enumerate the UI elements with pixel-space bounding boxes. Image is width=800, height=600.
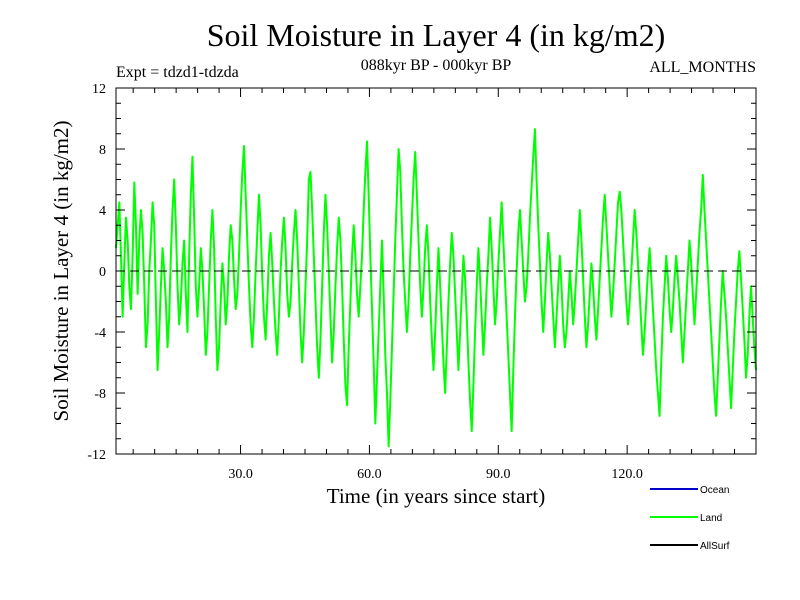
chart-title: Soil Moisture in Layer 4 (in kg/m2) — [207, 17, 666, 53]
y-tick-label: 4 — [99, 204, 106, 219]
series-land-line — [115, 128, 757, 448]
x-axis-label: Time (in years since start) — [327, 484, 546, 508]
legend-label-ocean: Ocean — [700, 485, 729, 496]
y-tick-label: -12 — [87, 448, 106, 463]
legend-label-allsurf: AllSurf — [700, 541, 730, 552]
chart-subtitle-center: 088kyr BP - 000kyr BP — [361, 57, 512, 74]
chart-subtitle-left: Expt = tdzd1-tdzda — [116, 64, 239, 81]
y-tick-label: 8 — [99, 143, 106, 158]
x-tick-label: 120.0 — [611, 467, 643, 482]
plot-area: -12 -8 -4 0 4 8 12 30.0 60.0 90.0 120.0 — [87, 82, 757, 482]
x-tick-label: 30.0 — [228, 467, 253, 482]
legend-label-land: Land — [700, 513, 722, 524]
y-tick-label: 12 — [92, 82, 106, 97]
y-tick-label: -8 — [94, 387, 106, 402]
x-tick-label: 90.0 — [486, 467, 511, 482]
legend: Ocean Land AllSurf — [650, 485, 730, 552]
y-axis-label: Soil Moisture in Layer 4 (in kg/m2) — [49, 121, 73, 422]
y-tick-label: -4 — [94, 326, 106, 341]
chart-subtitle-right: ALL_MONTHS — [649, 59, 756, 76]
x-tick-label: 60.0 — [357, 467, 382, 482]
y-tick-label: 0 — [99, 265, 106, 280]
